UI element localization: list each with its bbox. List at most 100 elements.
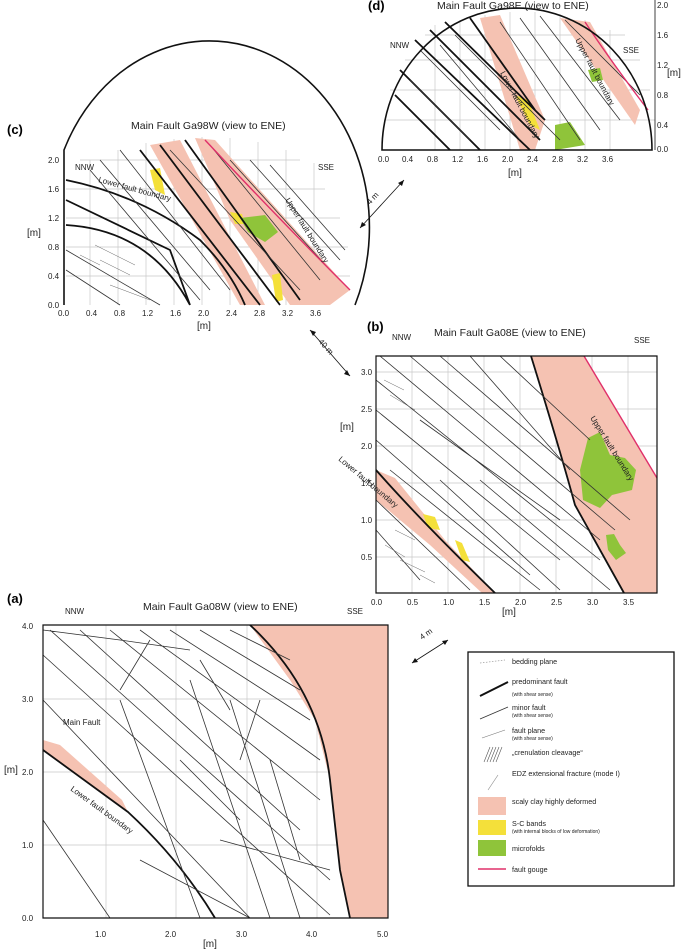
fault-plane-symbol: [481, 729, 506, 739]
sse-label: SSE: [318, 163, 334, 172]
svg-text:1.6: 1.6: [48, 185, 60, 194]
x-unit: [m]: [197, 321, 211, 332]
x-unit: [m]: [203, 939, 217, 950]
svg-text:2.0: 2.0: [22, 768, 34, 777]
panel-letter: (c): [7, 122, 23, 137]
svg-text:2.5: 2.5: [361, 405, 373, 414]
legend: bedding plane predominant fault (with sh…: [467, 651, 675, 887]
sc-band: [230, 212, 245, 224]
svg-text:0.5: 0.5: [407, 598, 419, 607]
svg-text:2.4: 2.4: [226, 309, 238, 318]
sc-band: [150, 168, 165, 195]
predominant-fault-symbol: [479, 681, 509, 697]
svg-text:2.0: 2.0: [198, 309, 210, 318]
legend-minor: minor fault: [512, 703, 546, 712]
sc-band: [455, 540, 470, 562]
sc-bands-swatch: [478, 820, 506, 835]
main-fault-label: Main Fault: [63, 718, 101, 727]
legend-bedding: bedding plane: [512, 657, 557, 666]
scaly-clay-zone: [43, 740, 128, 812]
svg-text:0.8: 0.8: [427, 155, 439, 164]
svg-text:(with shear sense): (with shear sense): [512, 692, 553, 698]
svg-text:(with shear sense): (with shear sense): [512, 736, 553, 742]
profile-outline: [381, 7, 653, 151]
svg-text:3.2: 3.2: [282, 309, 294, 318]
svg-text:(with internal blocks of low d: (with internal blocks of low deformation…: [512, 829, 600, 835]
svg-text:2.8: 2.8: [254, 309, 266, 318]
nnw-label: NNW: [392, 333, 412, 342]
crenulation-symbol: [483, 746, 503, 763]
nnw-label: NNW: [390, 41, 410, 50]
y-axis-ticks: 4.0 3.0 2.0 1.0 0.0: [22, 622, 34, 923]
svg-text:0.4: 0.4: [402, 155, 414, 164]
panel-title: Main Fault Ga08W (view to ENE): [143, 601, 298, 613]
svg-text:3.0: 3.0: [22, 695, 34, 704]
panel-letter: (a): [7, 591, 23, 606]
svg-text:2.0: 2.0: [657, 1, 669, 10]
nnw-label: NNW: [75, 163, 95, 172]
svg-text:1.6: 1.6: [657, 31, 669, 40]
panel-letter: (d): [368, 0, 385, 13]
scaly-clay-zone: [376, 470, 495, 593]
y-unit: [m]: [4, 765, 18, 776]
svg-text:4.0: 4.0: [306, 930, 318, 939]
svg-text:1.6: 1.6: [477, 155, 489, 164]
svg-text:0.0: 0.0: [58, 309, 70, 318]
legend-sc: S-C bands: [512, 819, 546, 828]
x-axis-ticks: 0.0 0.4 0.8 1.2 1.6 2.0 2.4 2.8 3.2 3.6: [378, 155, 614, 164]
svg-text:1.5: 1.5: [479, 598, 491, 607]
svg-text:2.0: 2.0: [502, 155, 514, 164]
legend-crenulation: „crenulation cleavage“: [512, 748, 583, 757]
microfold: [240, 215, 278, 242]
scaly-clay-zone: [250, 625, 388, 918]
sc-band: [272, 273, 283, 302]
svg-text:0.0: 0.0: [657, 145, 669, 154]
y-unit: [m]: [667, 68, 681, 79]
legend-microfolds: microfolds: [512, 844, 545, 853]
svg-text:1.0: 1.0: [361, 516, 373, 525]
panel-d: NNW SSE (d) Main Fault Ga98E (view to EN…: [368, 0, 681, 179]
svg-text:4 m: 4 m: [418, 626, 434, 641]
svg-text:2.0: 2.0: [515, 598, 527, 607]
svg-text:0.5: 0.5: [361, 553, 373, 562]
svg-text:2.5: 2.5: [551, 598, 563, 607]
svg-text:1.6: 1.6: [170, 309, 182, 318]
svg-text:40 m: 40 m: [317, 337, 336, 356]
panel-c: NNW SSE (c) Main Fault Ga98W (view to EN…: [7, 40, 371, 332]
svg-text:0.4: 0.4: [48, 272, 60, 281]
panel-title: Main Fault Ga98W (view to ENE): [131, 120, 286, 132]
svg-text:0.8: 0.8: [114, 309, 126, 318]
microfold: [606, 534, 626, 560]
svg-text:4.0: 4.0: [22, 622, 34, 631]
legend-edz: EDZ extensional fracture (mode I): [512, 769, 620, 778]
x-axis-ticks: 0.0 0.5 1.0 1.5 2.0 2.5 3.0 3.5: [371, 598, 635, 607]
profile-outline: [63, 40, 371, 306]
svg-text:3.6: 3.6: [602, 155, 614, 164]
minor-fault-symbol: [479, 706, 509, 720]
svg-text:3.5: 3.5: [623, 598, 635, 607]
panel-frame: [375, 355, 658, 594]
panel-title: Main Fault Ga08E (view to ENE): [434, 327, 586, 339]
svg-text:0.8: 0.8: [48, 243, 60, 252]
svg-text:0.0: 0.0: [22, 914, 34, 923]
svg-text:3.6: 3.6: [310, 309, 322, 318]
svg-text:1.5: 1.5: [361, 479, 373, 488]
legend-predominant: predominant fault: [512, 677, 568, 686]
svg-text:1.0: 1.0: [443, 598, 455, 607]
distance-arrow-b-a: 4 m: [411, 626, 449, 664]
svg-text:2.0: 2.0: [48, 156, 60, 165]
svg-text:1.2: 1.2: [657, 61, 669, 70]
svg-text:0.4: 0.4: [657, 121, 669, 130]
sse-label: SSE: [634, 336, 650, 345]
svg-text:1.2: 1.2: [142, 309, 154, 318]
x-unit: [m]: [508, 168, 522, 179]
svg-text:0.4: 0.4: [86, 309, 98, 318]
svg-text:0.0: 0.0: [371, 598, 383, 607]
distance-arrow-c-b: 40 m: [309, 329, 351, 377]
svg-text:0.0: 0.0: [378, 155, 390, 164]
svg-text:1.2: 1.2: [452, 155, 464, 164]
x-axis-ticks: 1.0 2.0 3.0 4.0 5.0: [95, 930, 389, 939]
y-axis-ticks: 3.0 2.5 2.0 1.5 1.0 0.5: [361, 368, 373, 562]
edz-fracture-symbol: [487, 774, 499, 791]
svg-text:1.0: 1.0: [95, 930, 107, 939]
